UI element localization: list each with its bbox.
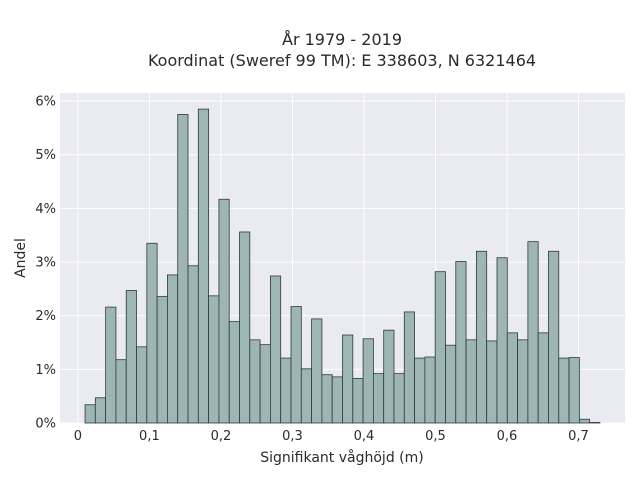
histogram-bar [290,306,302,424]
chart-title-line-1: År 1979 - 2019 [282,30,402,49]
histogram-bar [589,422,601,424]
histogram-bar [496,257,508,424]
x-tick-label: 0,3 [282,429,303,444]
histogram-bar [239,231,251,424]
histogram-bar [249,339,261,424]
histogram-bar [280,357,292,424]
histogram-bar [393,373,405,424]
histogram-bar [537,332,549,424]
histogram-bar [156,295,168,424]
histogram-bar [270,275,282,424]
histogram-bar [321,374,333,424]
y-tick-label: 1% [35,363,56,378]
histogram-bar [506,332,518,424]
x-tick-labels: 0 0,1 0,2 0,3 0,4 0,5 0,6 0,7 [74,429,589,444]
histogram-bar [465,339,477,424]
histogram-bar [578,418,591,424]
histogram-bar [383,329,395,424]
x-tick-label: 0,6 [497,429,518,444]
y-tick-label: 2% [35,309,56,324]
histogram-bar [311,318,323,424]
histogram-bar [445,344,457,424]
histogram-bar [218,198,230,424]
x-tick-label: 0,4 [354,429,375,444]
x-tick-label: 0 [74,429,82,444]
x-tick-label: 0,5 [425,429,446,444]
histogram-bar [208,295,220,424]
x-axis-label: Signifikant våghöjd (m) [260,449,423,466]
chart-title-line-2: Koordinat (Sweref 99 TM): E 338603, N 63… [148,51,536,70]
y-axis-label: Andel [13,238,29,278]
y-tick-label: 4% [35,202,56,217]
histogram-bar [372,373,385,424]
histogram-bar [84,404,96,424]
histogram-bar [167,274,179,424]
histogram-bar [527,241,539,424]
histogram-bar [548,250,560,424]
histogram-bar [197,108,210,424]
histogram-bar [568,357,580,424]
histogram-bar [362,338,374,424]
x-tick-label: 0,2 [211,429,232,444]
histogram-bar [352,378,364,424]
histogram-bar [414,357,426,424]
x-tick-label: 0,1 [139,429,160,444]
histogram-bar [300,368,313,424]
histogram-bar [475,250,488,424]
histogram-bar [228,321,240,424]
histogram-bar [434,271,446,424]
histogram-bar [558,357,570,424]
histogram-bar [403,311,415,424]
histogram-bar [486,340,498,424]
y-tick-label: 5% [35,148,56,163]
histogram-bar [105,306,117,424]
y-tick-label: 6% [35,95,56,110]
histogram-bar [136,346,148,424]
y-tick-label: 3% [35,256,56,271]
histogram-bar [94,397,107,424]
histogram-bar [342,334,354,424]
histogram-bar [187,265,199,424]
y-tick-labels: 0% 1% 2% 3% 4% 5% 6% [35,95,56,432]
histogram-bar [146,242,158,424]
y-tick-label: 0% [35,417,56,432]
histogram-bar [259,344,271,424]
histogram-bar [455,261,467,424]
histogram-bar [125,290,137,424]
histogram-bar [424,356,436,424]
histogram-bar [177,114,189,424]
histogram-bar [331,376,343,424]
histogram-bar [115,359,127,424]
histogram-bars [84,108,601,424]
x-tick-label: 0,7 [568,429,589,444]
histogram-bar [517,339,529,424]
